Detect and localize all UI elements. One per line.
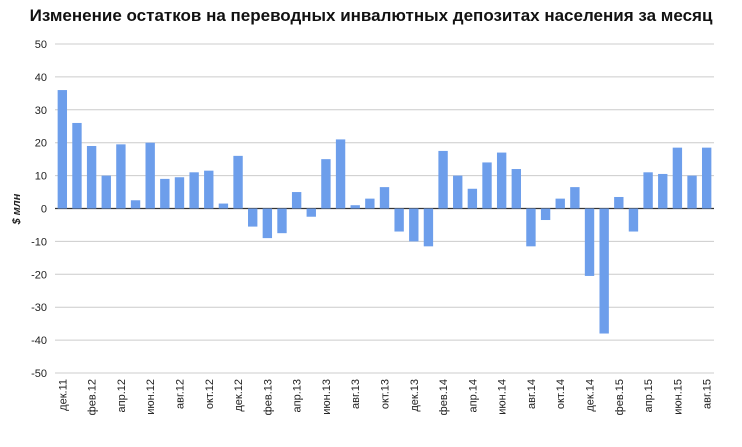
bar-фев.15 bbox=[614, 196, 624, 209]
y-tick-label: 20 bbox=[35, 138, 47, 150]
bar-мар.14 bbox=[453, 175, 463, 209]
y-tick-label: -10 bbox=[31, 236, 47, 248]
y-tick-label: -30 bbox=[31, 302, 47, 314]
y-tick-label: 10 bbox=[35, 171, 47, 183]
x-tick-label: авг.13 bbox=[350, 379, 362, 409]
bar-дек.12 bbox=[233, 155, 243, 209]
bar-авг.15 bbox=[701, 147, 712, 209]
chart-title: Изменение остатков на переводных инвалют… bbox=[29, 6, 713, 25]
bar-июл.13 bbox=[335, 139, 346, 209]
bar-фев.12 bbox=[86, 145, 97, 209]
x-tick-label: апр.13 bbox=[292, 379, 304, 412]
bar-сен.14 bbox=[540, 208, 551, 221]
bar-май.15 bbox=[658, 173, 668, 209]
bars bbox=[57, 90, 712, 334]
bar-ноя.14 bbox=[570, 187, 580, 209]
bar-апр.15 bbox=[643, 172, 653, 209]
x-tick-label: июн.14 bbox=[497, 379, 509, 415]
x-tick-label: фев.13 bbox=[262, 379, 274, 415]
y-tick-label: 40 bbox=[35, 72, 47, 84]
x-tick-label: апр.15 bbox=[643, 379, 655, 412]
bar-июл.12 bbox=[160, 178, 170, 209]
bar-дек.13 bbox=[409, 208, 419, 242]
bar-янв.15 bbox=[599, 208, 609, 334]
bar-апр.12 bbox=[116, 144, 126, 209]
bar-апр.14 bbox=[467, 188, 478, 209]
bar-янв.12 bbox=[72, 122, 82, 209]
x-tick-label: авг.12 bbox=[174, 379, 186, 409]
x-tick-label: апр.14 bbox=[467, 379, 479, 412]
bar-мар.15 bbox=[628, 208, 639, 232]
x-tick-label: июн.12 bbox=[145, 379, 157, 415]
bar-июн.15 bbox=[672, 147, 683, 209]
bar-май.13 bbox=[306, 208, 316, 217]
bar-авг.14 bbox=[526, 208, 536, 247]
x-tick-label: авг.14 bbox=[526, 379, 538, 409]
x-tick-label: авг.15 bbox=[702, 379, 714, 409]
bar-май.14 bbox=[482, 162, 492, 209]
bar-май.12 bbox=[130, 200, 141, 209]
x-tick-label: июн.13 bbox=[321, 379, 333, 415]
y-tick-label: 0 bbox=[41, 204, 47, 216]
bar-окт.12 bbox=[204, 170, 214, 209]
x-tick-label: фев.15 bbox=[614, 379, 626, 415]
x-tick-label: окт.14 bbox=[555, 379, 567, 409]
bar-авг.12 bbox=[174, 177, 185, 209]
bar-дек.14 bbox=[584, 208, 595, 276]
bar-июн.12 bbox=[145, 142, 155, 209]
bar-июн.13 bbox=[321, 159, 331, 209]
bar-фев.14 bbox=[438, 150, 448, 209]
bar-окт.13 bbox=[379, 187, 390, 209]
y-tick-label: -40 bbox=[31, 335, 47, 347]
x-tick-label: апр.12 bbox=[116, 379, 128, 412]
bar-дек.11 bbox=[57, 90, 68, 209]
x-tick-labels: дек.11 фев.12 апр.12 июн.12 авг.12 окт.12 дек.… bbox=[57, 379, 713, 415]
bar-ноя.13 bbox=[394, 208, 404, 232]
x-tick-label: дек.12 bbox=[233, 379, 245, 412]
bar-мар.12 bbox=[101, 175, 111, 209]
y-tick-labels: 50 40 30 20 10 0 -10 -20 -30 -40 -50 bbox=[31, 39, 47, 380]
x-tick-label: окт.12 bbox=[204, 379, 216, 409]
y-tick-label: -20 bbox=[31, 269, 47, 281]
bar-фев.13 bbox=[262, 208, 273, 239]
x-tick-label: дек.13 bbox=[409, 379, 421, 412]
bar-янв.14 bbox=[423, 208, 434, 247]
y-tick-label: 50 bbox=[35, 39, 47, 51]
y-tick-label: -50 bbox=[31, 368, 47, 380]
bar-мар.13 bbox=[277, 208, 287, 234]
bar-ноя.12 bbox=[218, 203, 229, 209]
bar-сен.12 bbox=[189, 172, 199, 209]
x-tick-label: окт.13 bbox=[380, 379, 392, 409]
x-tick-label: дек.14 bbox=[585, 379, 597, 412]
bar-сен.13 bbox=[365, 198, 375, 209]
y-tick-label: 30 bbox=[35, 105, 47, 117]
y-axis-label: $ млн bbox=[11, 193, 23, 225]
bar-июл.14 bbox=[511, 169, 521, 209]
bar-авг.13 bbox=[350, 205, 360, 209]
x-tick-label: дек.11 bbox=[57, 379, 69, 411]
bar-июн.14 bbox=[496, 152, 507, 209]
x-tick-label: фев.14 bbox=[438, 379, 450, 415]
x-tick-label: июн.15 bbox=[672, 379, 684, 415]
bar-июл.15 bbox=[687, 175, 697, 209]
bar-апр.13 bbox=[291, 192, 302, 209]
bar-окт.14 bbox=[555, 198, 565, 209]
bar-янв.13 bbox=[248, 208, 258, 227]
x-tick-label: фев.12 bbox=[87, 379, 99, 415]
